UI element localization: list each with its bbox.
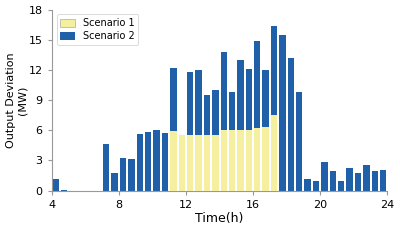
Bar [220, 52, 227, 191]
Bar [338, 181, 344, 191]
Bar [128, 159, 134, 191]
Bar [153, 130, 160, 191]
Bar [162, 133, 168, 191]
Legend: Scenario 1, Scenario 2: Scenario 1, Scenario 2 [56, 14, 138, 45]
Y-axis label: Output Deviation
(MW): Output Deviation (MW) [6, 52, 27, 148]
Bar [120, 158, 126, 191]
Bar [220, 130, 227, 191]
Bar [229, 130, 235, 191]
Bar [330, 170, 336, 191]
Bar [170, 131, 176, 191]
Bar [137, 134, 143, 191]
Bar [178, 135, 185, 191]
Bar [304, 179, 311, 191]
Bar [288, 58, 294, 191]
Bar [279, 35, 286, 191]
Bar [346, 167, 353, 191]
Bar [112, 173, 118, 191]
Bar [246, 130, 252, 191]
Bar [262, 127, 269, 191]
Bar [355, 173, 361, 191]
Bar [229, 92, 235, 191]
Bar [237, 130, 244, 191]
Bar [195, 135, 202, 191]
Bar [271, 115, 277, 191]
Bar [372, 170, 378, 191]
Bar [187, 135, 193, 191]
Bar [313, 181, 319, 191]
Bar [61, 190, 68, 191]
Bar [204, 95, 210, 191]
Bar [145, 132, 151, 191]
Bar [212, 135, 218, 191]
Bar [187, 72, 193, 191]
X-axis label: Time(h): Time(h) [195, 213, 244, 225]
Bar [254, 41, 260, 191]
Bar [296, 92, 302, 191]
Bar [380, 170, 386, 191]
Bar [170, 68, 176, 191]
Bar [254, 128, 260, 191]
Bar [195, 70, 202, 191]
Bar [178, 135, 185, 191]
Bar [237, 60, 244, 191]
Bar [53, 179, 59, 191]
Bar [212, 90, 218, 191]
Bar [204, 135, 210, 191]
Bar [262, 70, 269, 191]
Bar [271, 26, 277, 191]
Bar [246, 69, 252, 191]
Bar [321, 162, 328, 191]
Bar [363, 165, 370, 191]
Bar [103, 144, 110, 191]
